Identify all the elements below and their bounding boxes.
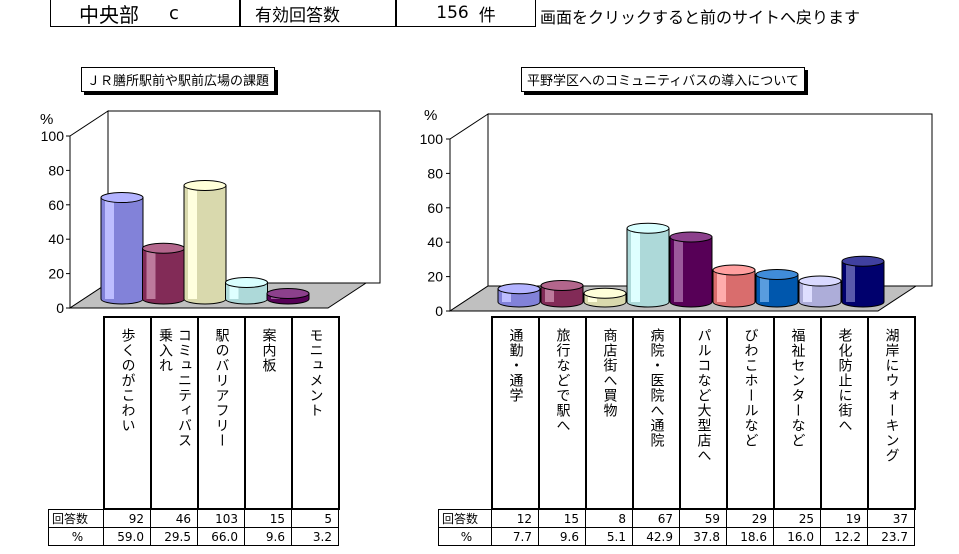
- chart2-category: 福祉センターなど: [772, 316, 822, 510]
- chart2-count-row-label: 回答数: [438, 508, 492, 528]
- chart2-bar: [540, 279, 584, 308]
- chart2-category: 湖岸にウォーキング: [866, 316, 916, 510]
- chart2-category: びわこホールなど: [725, 316, 775, 510]
- chart2-bar: [626, 222, 670, 308]
- chart2-bar: [712, 264, 756, 308]
- chart1-category: コミュニティバス 乗入れ: [149, 316, 199, 510]
- chart2-percent-cell: 7.7: [491, 527, 539, 546]
- chart1-title: ＪＲ膳所駅前や駅前広場の課題: [81, 67, 276, 92]
- chart1-count-cell: 15: [244, 508, 292, 528]
- chart1-count-cell: 103: [197, 508, 245, 528]
- respondents-label: 有効回答数: [240, 0, 396, 27]
- chart1-bar: [142, 242, 185, 305]
- chart2-title: 平野学区へのコミュニティバスの導入について: [521, 67, 805, 92]
- chart2-bar: [755, 268, 799, 308]
- chart1-ytick-label: 0: [56, 300, 64, 316]
- respondents-count: 156: [436, 3, 469, 23]
- chart2-count-cell: 37: [867, 508, 915, 528]
- chart1-count-cell: 5: [291, 508, 339, 528]
- chart1-category: 案内板: [243, 316, 293, 510]
- chart1-bar: [266, 287, 310, 305]
- chart2-percent-cell: 9.6: [538, 527, 586, 546]
- chart2-count-cell: 59: [679, 508, 727, 528]
- chart2-ytick-label: 60: [427, 200, 443, 216]
- chart1-table: 歩くのがこわい コミュニティバス 乗入れ 駅のバリアフリー 案内板 モニュメント 回答数 9…: [48, 316, 340, 546]
- chart1-ylabel: %: [40, 111, 53, 128]
- chart2-ytick-label: 80: [427, 165, 443, 181]
- chart2-bar: [497, 283, 541, 308]
- chart1-percent-cell: 29.5: [150, 527, 198, 546]
- chart2-bar: [669, 231, 713, 308]
- chart2-percent-cell: 16.0: [773, 527, 821, 546]
- chart2-category: 老化防止に街へ: [819, 316, 869, 510]
- chart2-ytick-label: 20: [427, 269, 443, 285]
- chart2-bar: [841, 255, 885, 308]
- chart2-count-cell: 12: [491, 508, 539, 528]
- respondents-unit: 件: [478, 5, 496, 26]
- chart2-count-cell: 8: [585, 508, 633, 528]
- chart1-count-row-label: 回答数: [48, 508, 104, 528]
- chart2-count-cell: 15: [538, 508, 586, 528]
- chart1-percent-cell: 59.0: [103, 527, 151, 546]
- chart2-category: 商店街へ買物: [584, 316, 634, 510]
- area-name: 中央部: [79, 2, 139, 27]
- chart2-percent-cell: 37.8: [679, 527, 727, 546]
- chart1-ytick-label: 40: [48, 231, 64, 247]
- chart1-count-cell: 46: [150, 508, 198, 528]
- chart2-bar: [798, 275, 842, 308]
- chart2-count-cell: 25: [773, 508, 821, 528]
- respondents-count-cell: 156 件: [396, 0, 536, 27]
- chart2-percent-cell: 12.2: [820, 527, 868, 546]
- chart2-percent-row-label: %: [438, 527, 492, 546]
- area-header: 中央部 c: [50, 0, 240, 27]
- respondents-label-text: 有効回答数: [255, 5, 340, 26]
- chart2-ytick-label: 40: [427, 234, 443, 250]
- chart2-side-wall: [449, 113, 489, 312]
- chart2-percent-cell: 42.9: [632, 527, 680, 546]
- chart2-category: パルコなど大型店へ: [678, 316, 728, 510]
- chart1-percent-cell: 66.0: [197, 527, 245, 546]
- chart1-ytick-label: 80: [48, 162, 64, 178]
- chart2-ytick-label: 0: [435, 303, 443, 319]
- chart2-percent-cell: 23.7: [867, 527, 915, 546]
- chart2-bar: [583, 287, 627, 308]
- chart1-ytick-label: 60: [48, 197, 64, 213]
- chart1-category: 駅のバリアフリー: [196, 316, 246, 510]
- chart1-category: モニュメント: [290, 316, 340, 510]
- chart1-percent-cell: 3.2: [291, 527, 339, 546]
- chart2-count-cell: 19: [820, 508, 868, 528]
- chart1-percent-row-label: %: [48, 527, 104, 546]
- area-letter: c: [169, 2, 179, 24]
- chart2-table: 通勤・通学 旅行などで駅へ 商店街へ買物 病院・医院へ通院 パルコなど大型店へ びわこホー…: [438, 316, 916, 546]
- back-link[interactable]: 画面をクリックすると前のサイトへ戻ります: [540, 8, 861, 27]
- chart2-ylabel: %: [424, 107, 437, 124]
- chart2-ytick-label: 100: [420, 131, 444, 147]
- chart1-bar: [100, 192, 144, 305]
- chart2-category: 通勤・通学: [490, 316, 540, 510]
- chart1-count-cell: 92: [103, 508, 151, 528]
- chart1-bar: [225, 276, 268, 305]
- chart2-count-cell: 67: [632, 508, 680, 528]
- chart2-category: 病院・医院へ通院: [631, 316, 681, 510]
- chart1-ytick-label: 100: [41, 128, 65, 144]
- chart2-count-cell: 29: [726, 508, 774, 528]
- chart1-bar: [183, 179, 227, 305]
- chart1-category: 歩くのがこわい: [102, 316, 152, 510]
- chart1-percent-cell: 9.6: [244, 527, 292, 546]
- chart2-category: 旅行などで駅へ: [537, 316, 587, 510]
- chart2-percent-cell: 18.6: [726, 527, 774, 546]
- chart1-ytick-label: 20: [48, 266, 64, 282]
- chart2-percent-cell: 5.1: [585, 527, 633, 546]
